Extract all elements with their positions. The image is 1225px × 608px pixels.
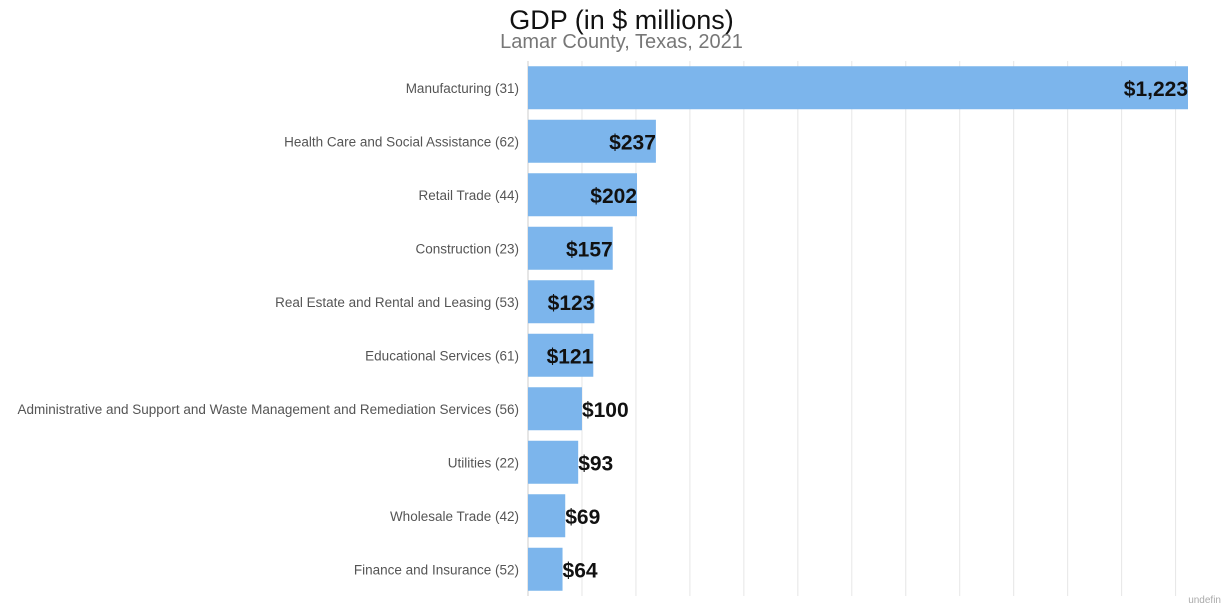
bar[interactable] xyxy=(528,119,656,163)
bar[interactable] xyxy=(528,547,563,591)
category-label: Retail Trade (44) xyxy=(418,188,519,203)
category-label: Manufacturing (31) xyxy=(406,81,519,96)
bar[interactable] xyxy=(528,387,582,431)
category-label: Real Estate and Rental and Leasing (53) xyxy=(275,295,519,310)
category-label: Administrative and Support and Waste Man… xyxy=(17,402,519,417)
category-label: Utilities (22) xyxy=(448,455,519,470)
chart-title: GDP (in $ millions) xyxy=(509,5,734,35)
data-label: $100 xyxy=(582,399,629,422)
data-label: $1,223 xyxy=(1124,78,1188,101)
category-label: Health Care and Social Assistance (62) xyxy=(284,134,519,149)
bar[interactable] xyxy=(528,226,613,270)
bar[interactable] xyxy=(528,173,638,217)
chart-subtitle: Lamar County, Texas, 2021 xyxy=(500,31,743,53)
data-label: $69 xyxy=(565,506,600,529)
data-label: $202 xyxy=(590,185,637,208)
data-label: $93 xyxy=(578,452,613,475)
data-label: $237 xyxy=(609,131,656,154)
category-label: Finance and Insurance (52) xyxy=(354,562,519,577)
category-label: Educational Services (61) xyxy=(365,348,519,363)
bar[interactable] xyxy=(528,440,579,484)
bar[interactable] xyxy=(528,494,566,538)
data-label: $123 xyxy=(548,292,595,315)
data-label: $64 xyxy=(563,559,598,582)
bar[interactable] xyxy=(528,280,595,324)
category-label: Construction (23) xyxy=(415,241,519,256)
data-label: $157 xyxy=(566,238,613,261)
category-label: Wholesale Trade (42) xyxy=(390,509,519,524)
bar[interactable] xyxy=(528,66,1188,110)
footer-credit: undefin xyxy=(1188,595,1221,606)
bar[interactable] xyxy=(528,333,594,377)
data-label: $121 xyxy=(547,345,594,368)
